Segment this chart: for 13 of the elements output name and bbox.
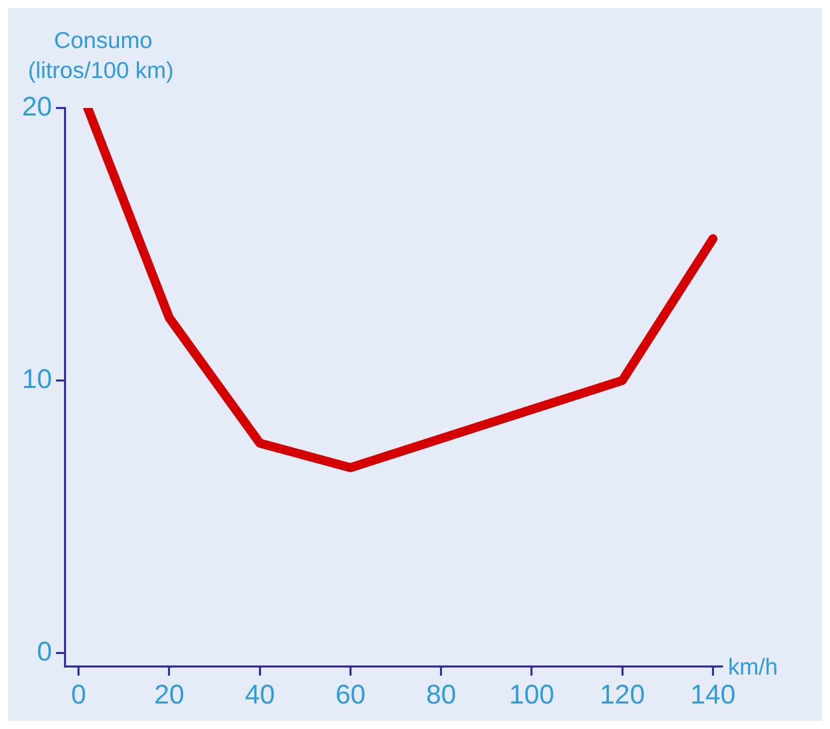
x-tick-label: 40 [244, 679, 275, 710]
x-tick-label: 140 [690, 679, 736, 710]
x-tick-label: 100 [509, 679, 554, 710]
x-tick-label: 120 [600, 679, 645, 710]
y-tick-label: 10 [22, 364, 52, 394]
y-tick-label: 0 [37, 636, 52, 666]
x-tick-label: 60 [335, 679, 366, 710]
y-axis-title: Consumo (litros/100 km) [28, 27, 174, 83]
y-tick-label: 20 [22, 91, 52, 122]
x-tick-label: 80 [426, 679, 456, 710]
x-axis-title: km/h [728, 654, 778, 680]
x-tick-label: 20 [154, 679, 184, 710]
x-tick-label: 0 [71, 679, 86, 710]
